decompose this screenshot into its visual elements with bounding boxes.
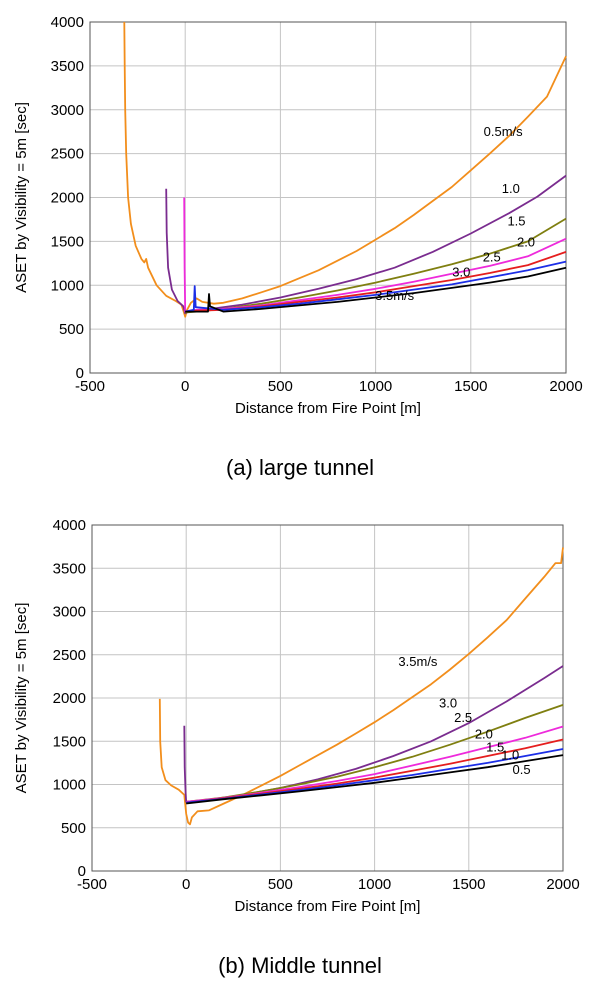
x-tick-label: 1000 (358, 876, 391, 893)
y-tick-label: 1000 (53, 777, 86, 794)
x-tick-label: 0 (182, 876, 190, 893)
y-tick-label: 500 (59, 321, 84, 338)
series-line-0-5m-s (123, 21, 567, 318)
y-tick-label: 3500 (51, 58, 84, 75)
y-tick-label: 4000 (51, 14, 84, 31)
y-tick-label: 3500 (53, 560, 86, 577)
y-tick-label: 0 (78, 863, 86, 880)
grid (92, 525, 563, 871)
series-annotation: 1.0 (501, 747, 519, 762)
series-annotation: 3.0 (452, 264, 470, 279)
chart-panel-middle-tunnel: -500 0 500 1000 1500 2000 0 500 1000 1500 2000 2500… (0, 493, 600, 986)
caption-middle-tunnel: (b) Middle tunnel (218, 953, 382, 978)
y-tick-label: 0 (76, 365, 84, 382)
y-tick-label: 1500 (53, 733, 86, 750)
y-axis-label: ASET by Visibility = 5m [sec] (13, 102, 30, 293)
series-line-3-5m-s (185, 266, 567, 313)
y-tick-label: 3000 (51, 102, 84, 119)
series-annotation: 1.0 (502, 181, 520, 196)
x-tick-label: 2000 (549, 378, 582, 395)
series-annotation: 3.0 (439, 696, 457, 711)
x-tick-label: -500 (75, 378, 105, 395)
y-tick-label: 2000 (53, 690, 86, 707)
y-tick-label: 2000 (51, 190, 84, 207)
series-lines (123, 21, 567, 318)
series-line-2-5 (186, 704, 564, 803)
caption-large-tunnel: (a) large tunnel (226, 455, 374, 480)
chart-panel-large-tunnel: -500 0 500 1000 1500 2000 0 500 1000 1500 2000 2500… (13, 14, 583, 480)
series-line-3-0 (183, 665, 564, 803)
x-tick-label: 500 (268, 378, 293, 395)
x-tick-label: -500 (77, 876, 107, 893)
y-tick-label: 3000 (53, 604, 86, 621)
grid (90, 22, 566, 373)
series-annotation: 3.5m/s (375, 288, 415, 303)
x-tick-label: 0 (181, 378, 189, 395)
y-tick-label: 500 (61, 820, 86, 837)
series-line-1-0 (165, 174, 567, 315)
series-annotation: 2.5 (454, 710, 472, 725)
series-annotation: 3.5m/s (398, 654, 438, 669)
chart-large-tunnel: -500 0 500 1000 1500 200005001000150020002500… (13, 14, 583, 417)
chart-middle-tunnel: -500 0 500 1000 1500 200005001000150020002500… (13, 517, 580, 915)
series-annotation: 1.5 (486, 740, 504, 755)
plot-frame (91, 524, 564, 872)
y-tick-label: 4000 (53, 517, 86, 534)
series-annotation: 2.0 (475, 727, 493, 742)
x-tick-label: 1500 (454, 378, 487, 395)
x-tick-label: 1000 (359, 378, 392, 395)
series-line-3-0 (185, 260, 567, 313)
x-tick-label: 500 (268, 876, 293, 893)
series-annotation: 0.5 (513, 762, 531, 777)
y-tick-label: 1000 (51, 277, 84, 294)
series-lines (158, 547, 564, 826)
series-annotation: 2.5 (483, 250, 501, 265)
series-annotation: 2.0 (517, 235, 535, 250)
series-annotation: 1.5 (507, 214, 525, 229)
series-annotation: 0.5m/s (484, 124, 524, 139)
y-axis-label: ASET by Visibility = 5m [sec] (13, 603, 30, 794)
x-axis-label: Distance from Fire Point [m] (235, 898, 421, 915)
x-axis-label: Distance from Fire Point [m] (235, 400, 421, 417)
y-tick-label: 2500 (53, 647, 86, 664)
plot-frame (89, 21, 567, 374)
series-line-3-5m-s (158, 547, 564, 826)
y-tick-label: 1500 (51, 233, 84, 250)
series-line-0-5 (186, 754, 564, 805)
x-tick-label: 2000 (546, 876, 579, 893)
x-tick-label: 1500 (452, 876, 485, 893)
y-tick-label: 2500 (51, 146, 84, 163)
